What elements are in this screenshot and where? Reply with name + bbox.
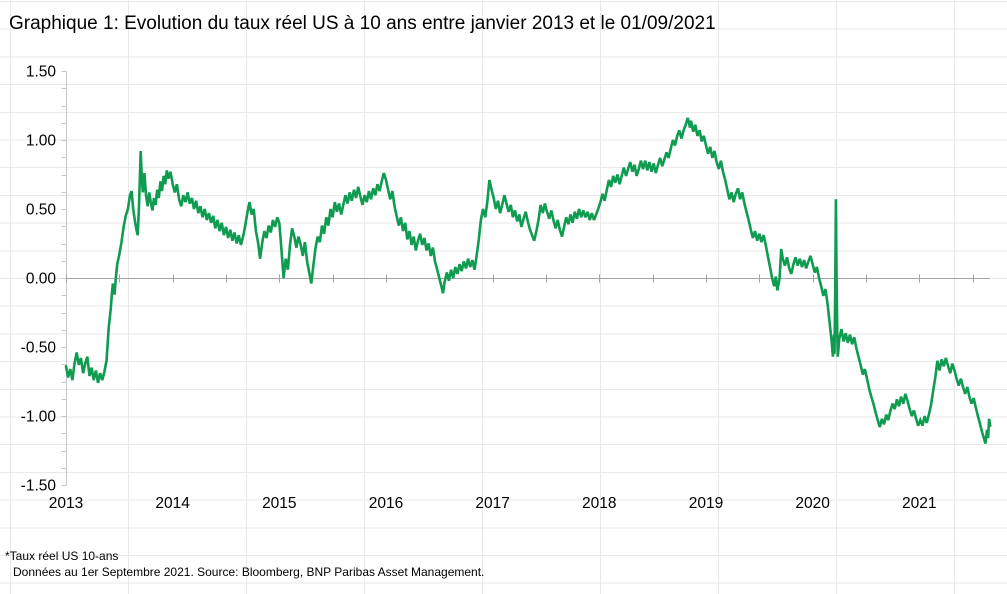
x-axis-label: 2015 (262, 495, 296, 512)
footnote-series: *Taux réel US 10-ans (5, 549, 119, 563)
x-axis-label: 2013 (49, 495, 83, 512)
x-axis-label: 2014 (155, 495, 190, 512)
x-axis-label: 2021 (902, 495, 936, 512)
y-axis-label: 0.50 (26, 202, 57, 219)
y-axis-label: 0.00 (26, 271, 57, 288)
x-axis-label: 2019 (689, 495, 723, 512)
y-axis-label: -1.00 (21, 409, 57, 426)
series-taux-reel-us-10-ans (64, 117, 992, 444)
y-axis-label: -0.50 (21, 340, 57, 357)
y-axis-label: 1.00 (26, 133, 57, 150)
footnote-source: Données au 1er Septembre 2021. Source: B… (13, 565, 485, 579)
y-axis-label: 1.50 (26, 64, 57, 81)
x-axis-label: 2018 (582, 495, 616, 512)
x-axis-label: 2017 (475, 495, 509, 512)
x-axis-label: 2020 (795, 495, 830, 512)
x-axis-label: 2016 (369, 495, 403, 512)
y-axis-label: -1.50 (21, 478, 57, 495)
chart-title: Graphique 1: Evolution du taux réel US à… (9, 13, 716, 34)
